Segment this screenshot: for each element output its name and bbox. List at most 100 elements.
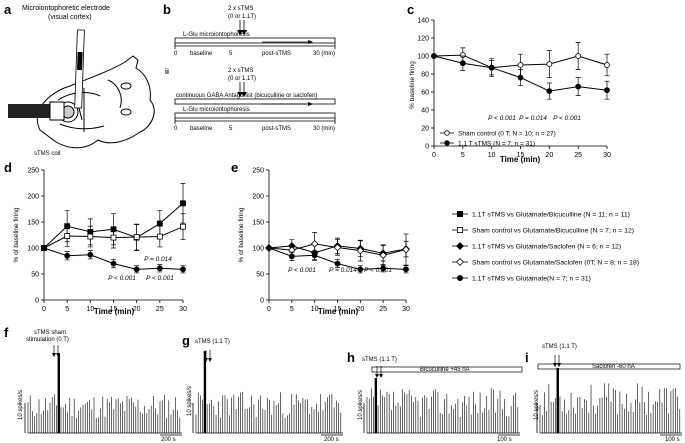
legend-marker (444, 130, 450, 136)
protocol-i-t0: 0 (174, 51, 178, 57)
panel-c: c 0 20 40 60 80 100 120 140 0 5 10 15 20 25 30 % baseli… (407, 2, 611, 164)
y-tick-label: 200 (252, 194, 264, 201)
data-point (403, 266, 409, 273)
y-axis-label: % of baseline firing (238, 207, 245, 262)
y-tick-label: 250 (27, 168, 39, 175)
trace-i-scale-y: 10 spikes/s (534, 390, 540, 420)
series-3 (41, 245, 186, 274)
p-value-annotation: P < 0.001 (146, 275, 174, 282)
data-point (110, 234, 117, 241)
x-tick-label: 15 (110, 306, 118, 313)
trace-h-stim-line1: sTMS (1.1 T) (362, 357, 397, 363)
protocol-ii-antagonist-label: continuous GABA Antagonist (bicuculline … (176, 93, 317, 99)
x-tick-label: 10 (86, 306, 94, 313)
data-point (64, 252, 71, 259)
p-value-annotation: P < 0.001 (108, 275, 136, 282)
x-axis-label: Time (min) (318, 307, 359, 316)
legend-marker (456, 226, 463, 233)
protocol-ii-baseline: baseline (190, 126, 213, 132)
protocol-ii-glu-label: L-Glu microiontophoresis (183, 107, 250, 113)
p-value-annotation: P < 0.001 (488, 115, 516, 122)
y-tick-label: 200 (27, 194, 39, 201)
legend-label: Sham control (0 T; N = 10; n = 27) (458, 131, 556, 138)
data-point (402, 245, 410, 254)
data-point (517, 62, 524, 68)
legend-marker (456, 242, 464, 250)
chart-axes (268, 170, 406, 301)
stim-arrows-icon (237, 20, 247, 35)
data-point (334, 260, 341, 267)
trace-f-stim-line1: sTMS sham (34, 330, 66, 336)
x-tick-label: 10 (311, 306, 319, 313)
data-point (133, 234, 140, 240)
y-tick-label: 100 (417, 54, 429, 61)
data-point (459, 60, 466, 67)
x-tick-label: 5 (65, 306, 69, 313)
protocol-ii-glu-bar (174, 112, 336, 119)
shared-legend: 1.1T sTMS vs Glutamate/Bicuculline (N = … (452, 210, 639, 283)
data-point (133, 266, 140, 273)
trace-f-scale-y: 10 spikes/s (18, 390, 24, 420)
panel-label-c: c (407, 2, 414, 17)
y-tick-label: 140 (417, 18, 429, 25)
coil-label: sTMS coil (34, 151, 60, 157)
data-point (356, 246, 365, 255)
protocol-ii-stim-line2: (0 or 1.1T) (228, 76, 256, 82)
data-point (575, 83, 582, 90)
panel-label-h: h (347, 350, 355, 365)
legend-marker (456, 258, 464, 266)
x-tick-label: 25 (379, 306, 387, 313)
protocol-ii: ii 2 x sTMS (0 or 1.1T) continuous GABA … (165, 68, 336, 132)
panel-label-g: g (182, 333, 190, 348)
p-value-annotation: P = 0.014 (519, 115, 547, 122)
p-value-annotation: P = 0.014 (144, 256, 172, 263)
data-point (546, 88, 553, 94)
x-tick-label: 0 (267, 306, 271, 313)
data-point (180, 223, 186, 230)
legend-marker (456, 210, 463, 217)
x-tick-label: 5 (461, 152, 465, 159)
protocol-i-t30: 30 (min) (313, 51, 335, 57)
mouse-head-illustration (36, 55, 155, 149)
legend-label: 1.1T sTMS vs Glutamate/Saclofen (N = 6; … (472, 244, 621, 251)
x-tick-label: 25 (574, 152, 582, 159)
protocol-i-stim-line2: (0 or 1.1T) (228, 14, 256, 20)
data-point (546, 61, 553, 67)
x-tick-label: 0 (42, 306, 46, 313)
x-tick-label: 15 (517, 152, 525, 159)
data-point (180, 266, 186, 273)
data-point (357, 266, 364, 273)
p-value-annotation: P < 0.001 (288, 267, 316, 274)
x-tick-label: 0 (432, 152, 436, 159)
data-point (488, 64, 495, 71)
legend-label: Sham control vs Glutamate/Bicuculline (N… (472, 228, 634, 235)
series-3 (266, 245, 409, 274)
chart-c: 0 20 40 60 80 100 120 140 0 5 10 15 20 25 30 % baseline… (409, 18, 611, 165)
data-point (575, 53, 582, 59)
protocol-i-baseline: baseline (190, 51, 213, 57)
y-tick-label: 50 (256, 272, 264, 279)
panel-g: g sTMS (1.1 T) 10 spikes/s 200 s (182, 333, 343, 443)
trace-f (24, 345, 182, 436)
y-tick-label: 0 (35, 298, 39, 305)
stim-arrows-icon (375, 366, 383, 378)
y-tick-label: 100 (252, 246, 264, 253)
y-tick-label: 150 (27, 220, 39, 227)
data-point (87, 233, 94, 240)
data-point (87, 251, 94, 258)
trace-h-scale-y: 10 spikes/s (358, 390, 364, 420)
protocol-ii-label: ii (165, 69, 169, 76)
data-point (310, 240, 319, 248)
stms-coil-icon (8, 101, 65, 121)
data-point (180, 200, 186, 207)
trace-g-scale-x: 200 s (324, 437, 339, 443)
electrode-title-line1: Microiontophoretic electrode (22, 5, 110, 12)
data-point (604, 87, 610, 94)
legend-label: 1.1T sTMS vs Glutamate/Bicuculline (N = … (472, 212, 630, 219)
data-point (156, 265, 163, 272)
trace-i-drug: Saclofen -60 nA (592, 364, 635, 370)
protocol-ii-t5: 5 (229, 126, 233, 132)
x-tick-label: 10 (488, 152, 496, 159)
data-point (156, 220, 163, 227)
